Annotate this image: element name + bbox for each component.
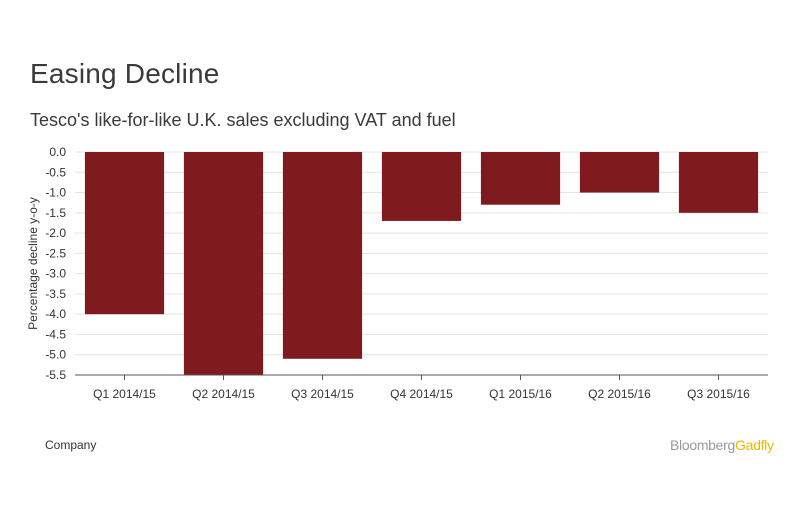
y-tick-label: -4.0: [45, 307, 66, 321]
x-tick-label: Q1 2014/15: [93, 387, 156, 401]
y-tick-label: -2.5: [45, 246, 66, 260]
chart-subtitle: Tesco's like-for-like U.K. sales excludi…: [30, 110, 456, 130]
x-tick-label: Q2 2015/16: [588, 387, 651, 401]
source-label: Company: [45, 438, 97, 452]
y-tick-label: 0.0: [49, 145, 66, 159]
bar-4: [381, 152, 462, 221]
y-tick-label: -1.5: [45, 206, 66, 220]
x-tick-label: Q2 2014/15: [192, 387, 255, 401]
brand-logo: BloombergGadfly: [670, 437, 774, 453]
y-tick-label: -0.5: [45, 165, 66, 179]
y-tick-label: -1.0: [45, 186, 66, 200]
bar-2: [183, 152, 264, 375]
y-tick-label: -2.0: [45, 226, 66, 240]
y-tick-label: -3.0: [45, 267, 66, 281]
y-tick-label: -5.5: [45, 368, 66, 382]
y-tick-label: -4.5: [45, 327, 66, 341]
chart-title: Easing Decline: [30, 58, 220, 89]
y-tick-label: -3.5: [45, 287, 66, 301]
bar-6: [579, 152, 660, 193]
y-axis-label: Percentage decline y-o-y: [26, 197, 40, 330]
brand-logo-part1: Bloomberg: [670, 437, 736, 453]
bar-7: [678, 152, 759, 213]
bar-1: [84, 152, 165, 315]
x-tick-label: Q4 2014/15: [390, 387, 453, 401]
y-tick-label: -5.0: [45, 348, 66, 362]
x-tick-label: Q1 2015/16: [489, 387, 552, 401]
x-tick-label: Q3 2015/16: [687, 387, 750, 401]
bar-5: [480, 152, 561, 205]
x-tick-label: Q3 2014/15: [291, 387, 354, 401]
bar-3: [282, 152, 363, 359]
brand-logo-part2: Gadfly: [735, 437, 774, 453]
